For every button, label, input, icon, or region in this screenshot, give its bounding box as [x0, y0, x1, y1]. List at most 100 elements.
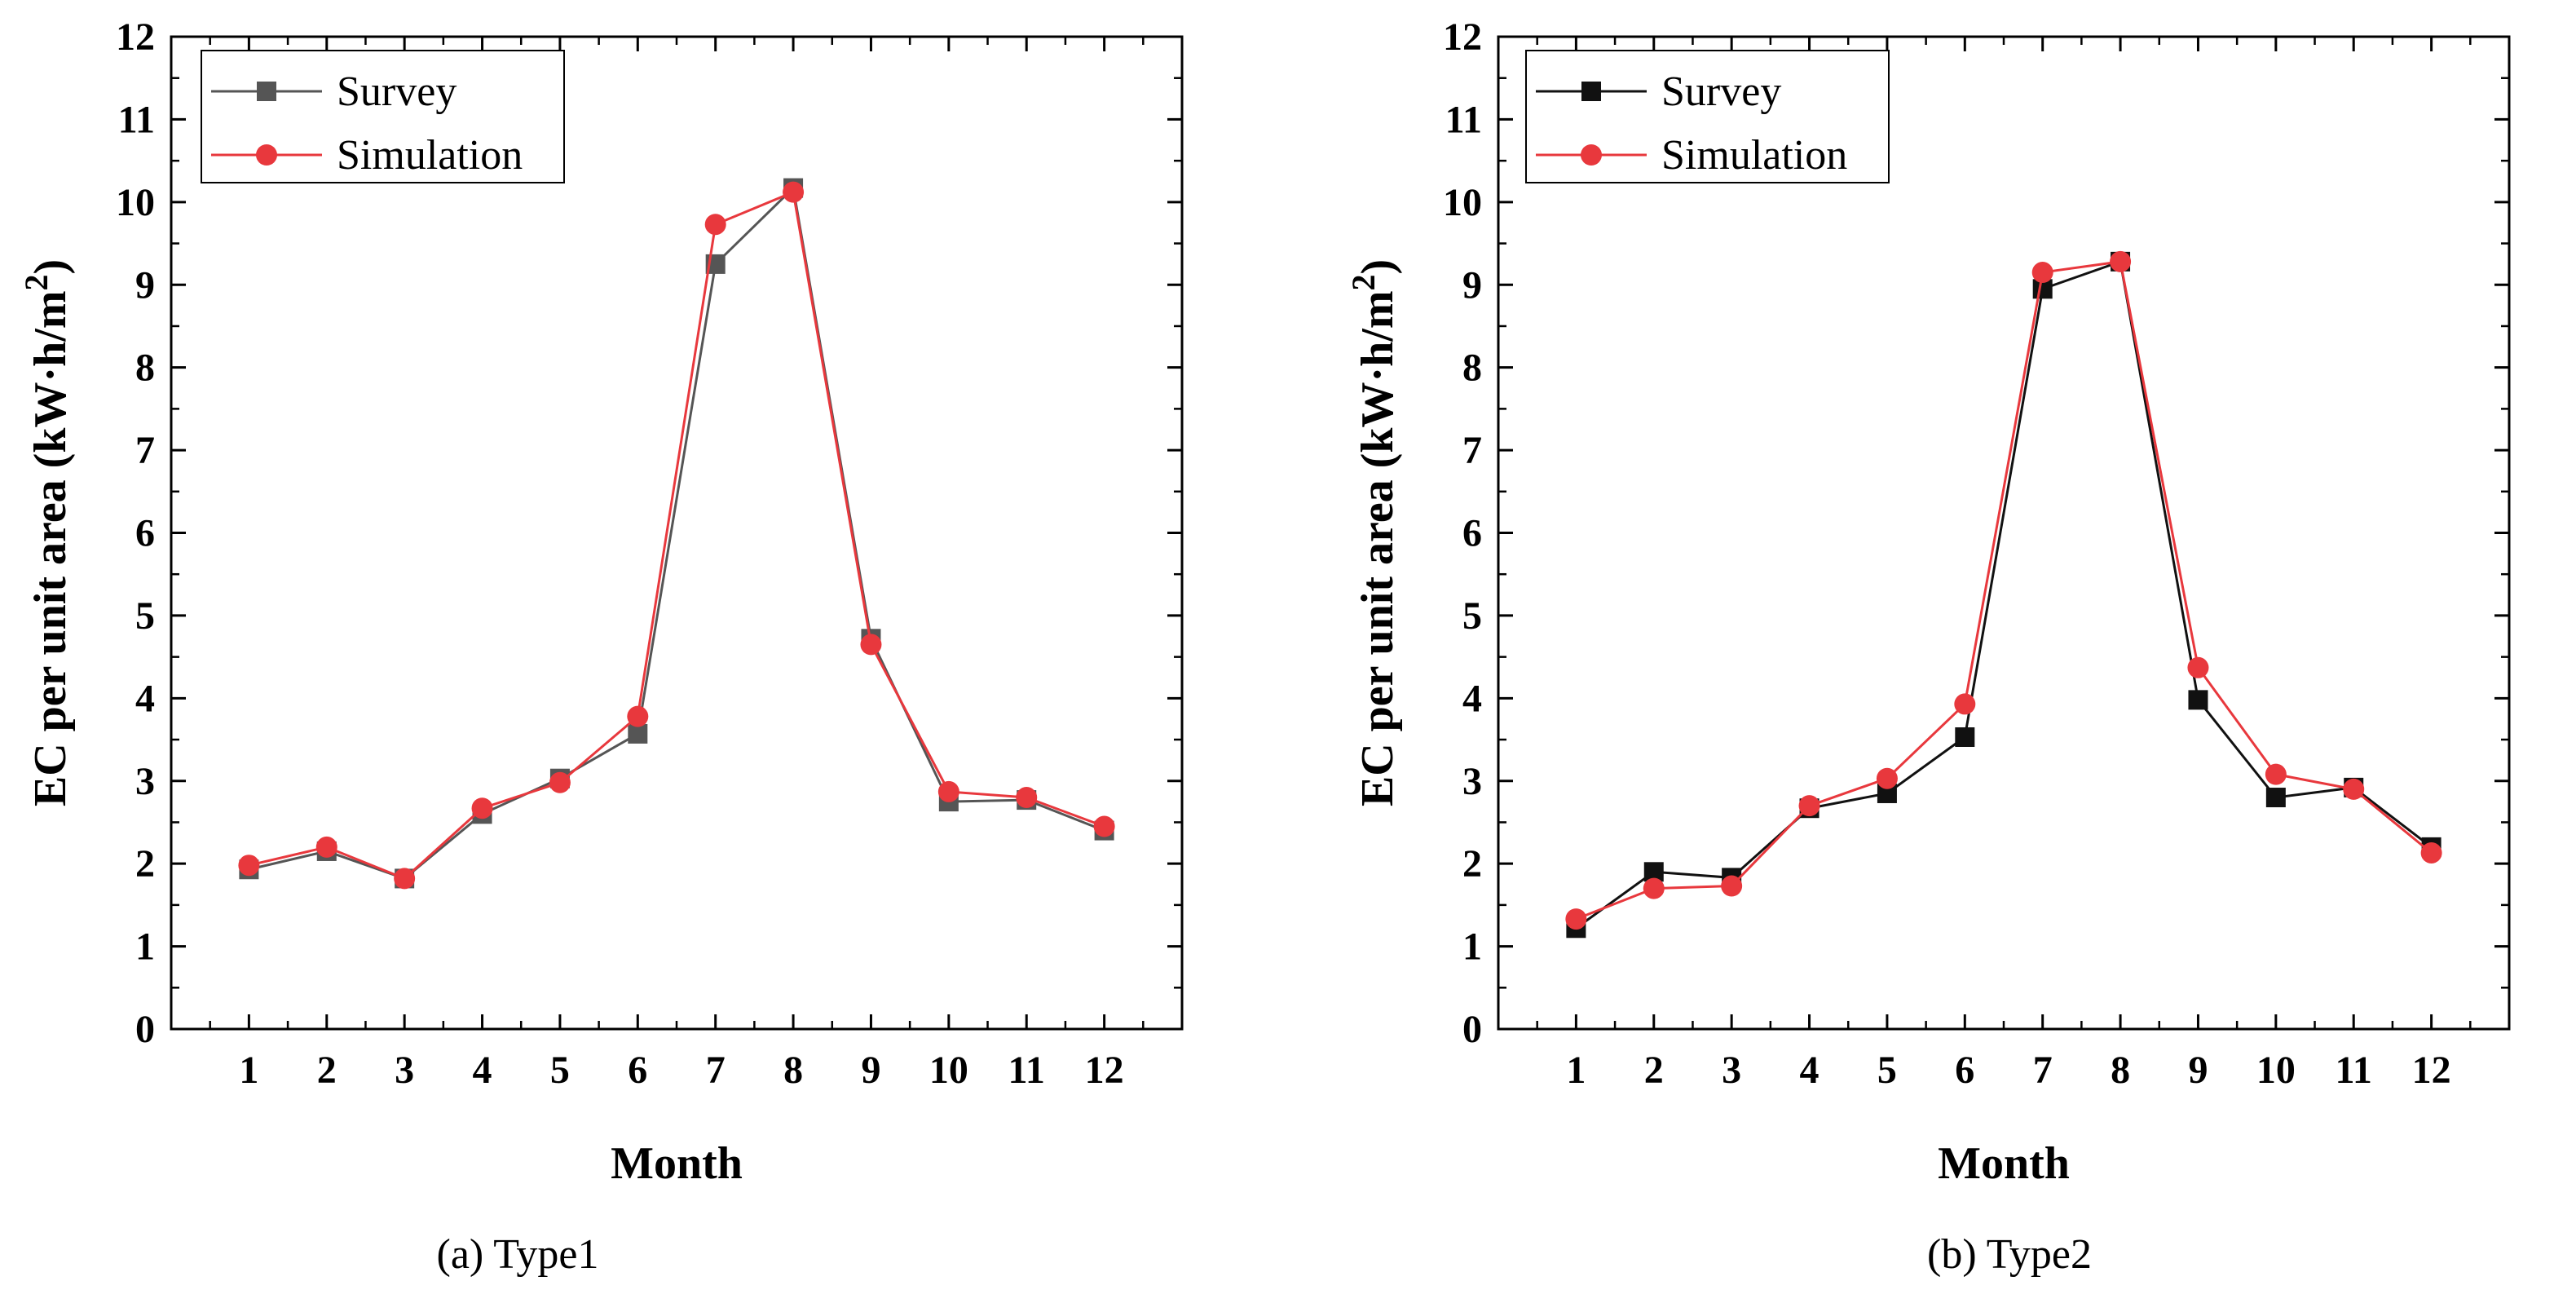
- panel-caption: (a) Type1: [437, 1231, 599, 1278]
- y-tick-label: 0: [135, 1008, 155, 1051]
- data-point-simulation: [1876, 767, 1898, 789]
- x-tick-label: 6: [628, 1049, 647, 1092]
- data-point-simulation: [2420, 841, 2442, 864]
- legend-marker-circle: [1581, 144, 1602, 166]
- y-axis-title: EC per unit area (kW·h/m2): [1345, 259, 1403, 806]
- x-tick-label: 2: [317, 1049, 337, 1092]
- y-axis-title: EC per unit area (kW·h/m2): [18, 259, 76, 806]
- x-tick-label: 6: [1955, 1049, 1974, 1092]
- x-tick-label: 9: [861, 1049, 880, 1092]
- y-tick-label: 12: [1443, 15, 1482, 59]
- y-tick-label: 11: [1445, 98, 1482, 141]
- y-tick-label: 1: [1462, 925, 1482, 969]
- y-tick-label: 2: [1462, 842, 1482, 886]
- y-axis-title-sup: 2: [1345, 275, 1382, 291]
- y-tick-label: 6: [1462, 512, 1482, 555]
- y-axis-title-sup: 2: [18, 275, 55, 291]
- y-axis-title-end: ): [25, 259, 76, 275]
- data-point-simulation: [2031, 262, 2053, 284]
- data-point-simulation: [1643, 877, 1665, 899]
- data-point-simulation: [238, 855, 260, 877]
- legend: Survey Simulation: [1525, 50, 1890, 183]
- x-tick-label: 10: [929, 1049, 968, 1092]
- x-tick-label: 4: [1800, 1049, 1820, 1092]
- y-tick-label: 10: [1443, 181, 1482, 224]
- data-point-simulation: [2343, 778, 2365, 800]
- x-tick-label: 7: [706, 1049, 726, 1092]
- y-tick-label: 3: [1462, 760, 1482, 803]
- x-tick-label: 8: [783, 1049, 803, 1092]
- legend-marker-square: [1581, 82, 1601, 101]
- legend-label: Survey: [337, 68, 457, 115]
- x-tick-label: 1: [1566, 1049, 1586, 1092]
- data-point-simulation: [704, 214, 726, 236]
- data-point-simulation: [1721, 875, 1743, 897]
- data-point-simulation: [1093, 815, 1115, 837]
- data-point-simulation: [1016, 787, 1038, 809]
- y-axis-title-end: ): [1352, 259, 1403, 275]
- y-tick-label: 5: [1462, 594, 1482, 638]
- series-line-simulation: [1575, 260, 2433, 921]
- y-tick-label: 4: [1462, 677, 1482, 720]
- y-tick-label: 8: [135, 347, 155, 390]
- y-tick-label: 10: [116, 181, 155, 224]
- legend-marker-square: [257, 82, 276, 101]
- y-tick-label: 7: [1462, 429, 1482, 472]
- series-line-survey: [1575, 259, 2433, 930]
- y-tick-label: 0: [1462, 1008, 1482, 1051]
- x-tick-label: 4: [473, 1049, 492, 1092]
- data-point-simulation: [860, 634, 882, 656]
- x-axis-title: Month: [611, 1138, 743, 1189]
- y-tick-label: 6: [135, 512, 155, 555]
- x-tick-label: 12: [1085, 1049, 1124, 1092]
- data-point-simulation: [2265, 763, 2287, 785]
- data-point-simulation: [1798, 795, 1820, 817]
- series-line-simulation: [249, 190, 1105, 881]
- series-line-survey: [249, 185, 1105, 881]
- x-axis-title: Month: [1938, 1138, 2070, 1189]
- y-tick-label: 2: [135, 842, 155, 886]
- data-point-simulation: [549, 771, 571, 793]
- data-point-simulation: [2110, 250, 2132, 272]
- y-tick-label: 9: [1462, 263, 1482, 307]
- data-point-simulation: [1954, 693, 1976, 715]
- x-tick-label: 5: [550, 1049, 570, 1092]
- legend-label: Simulation: [1661, 132, 1847, 179]
- x-tick-label: 8: [2111, 1049, 2130, 1092]
- y-tick-label: 9: [135, 263, 155, 307]
- y-tick-label: 4: [135, 677, 155, 720]
- x-tick-label: 9: [2188, 1049, 2208, 1092]
- x-tick-label: 11: [2336, 1049, 2372, 1092]
- y-tick-label: 8: [1462, 347, 1482, 390]
- x-tick-label: 10: [2256, 1049, 2296, 1092]
- y-tick-label: 5: [135, 594, 155, 638]
- x-tick-label: 7: [2033, 1049, 2053, 1092]
- data-point-simulation: [627, 705, 649, 727]
- x-tick-label: 3: [1722, 1049, 1741, 1092]
- data-point-simulation: [394, 868, 416, 890]
- x-tick-label: 1: [239, 1049, 258, 1092]
- data-point-simulation: [937, 780, 959, 802]
- x-tick-label: 2: [1644, 1049, 1664, 1092]
- data-point-survey: [2188, 690, 2208, 710]
- data-point-survey: [2265, 788, 2286, 808]
- y-axis-title-main: EC per unit area (kW·h/m: [25, 291, 76, 807]
- plot-frame: [170, 35, 1184, 1031]
- data-point-simulation: [471, 797, 493, 819]
- legend-label: Simulation: [337, 132, 523, 179]
- legend-marker-circle: [256, 144, 277, 166]
- y-tick-label: 7: [135, 429, 155, 472]
- y-tick-label: 3: [135, 760, 155, 803]
- y-axis-title-main: EC per unit area (kW·h/m: [1352, 291, 1403, 807]
- y-tick-label: 11: [118, 98, 155, 141]
- data-point-simulation: [315, 836, 337, 858]
- data-point-simulation: [2187, 656, 2209, 678]
- y-tick-label: 12: [116, 15, 155, 59]
- y-tick-label: 1: [135, 925, 155, 969]
- x-tick-label: 3: [395, 1049, 414, 1092]
- data-point-simulation: [783, 181, 805, 203]
